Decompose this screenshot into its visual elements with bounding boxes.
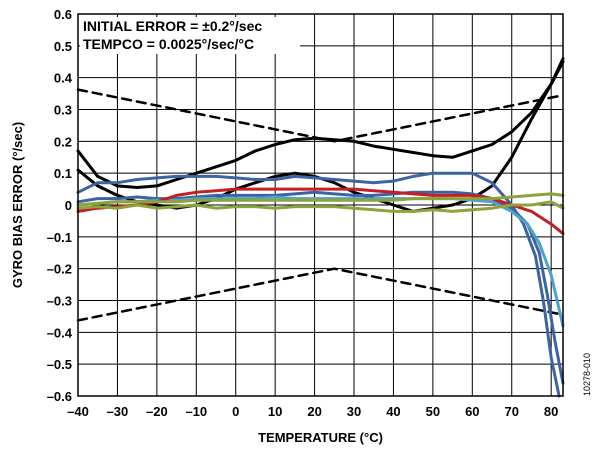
x-axis-title: TEMPERATURE (°C): [258, 430, 383, 445]
x-tick-label: 60: [465, 404, 479, 419]
x-tick-label: 70: [505, 404, 519, 419]
series-line-9: [76, 200, 565, 213]
x-tick-labels: –40 –30 –20 –10 0 10 20 30 40 50 60 70 80: [67, 404, 558, 419]
x-tick-label: 80: [544, 404, 558, 419]
series-line-7: [76, 187, 565, 236]
x-tick-label: 0: [232, 404, 239, 419]
x-tick-label: 20: [307, 404, 321, 419]
y-tick-label: –0.6: [47, 389, 72, 404]
plot-frame: [77, 13, 564, 397]
limit-line-1: [76, 267, 565, 322]
y-tick-label: –0.5: [47, 357, 72, 372]
series-line-6: [76, 195, 565, 328]
y-tick-label: 0.4: [54, 71, 73, 86]
y-tick-label: 0.1: [54, 166, 72, 181]
annotation-background: [80, 17, 300, 54]
series-layer: [76, 57, 565, 398]
y-tick-label: 0.6: [54, 7, 72, 22]
annotation-tempco: TEMPCO = 0.0025°/sec/°C: [83, 36, 254, 52]
y-tick-label: –0.3: [47, 294, 72, 309]
x-tick-label: –30: [107, 404, 129, 419]
y-tick-label: 0.3: [54, 103, 72, 118]
x-tick-label: –10: [185, 404, 207, 419]
y-tick-label: –0.4: [47, 325, 73, 340]
y-tick-label: –0.1: [47, 230, 72, 245]
x-tick-label: –40: [67, 404, 89, 419]
y-axis-title: GYRO BIAS ERROR (°/sec): [10, 122, 25, 288]
x-tick-label: 40: [386, 404, 400, 419]
x-tick-label: 10: [268, 404, 282, 419]
annotation-box: INITIAL ERROR = ±0.2°/sec TEMPCO = 0.002…: [80, 17, 300, 54]
limit-line-0: [76, 88, 565, 143]
y-tick-label: –0.2: [47, 262, 72, 277]
annotation-initial-error: INITIAL ERROR = ±0.2°/sec: [83, 18, 262, 34]
y-tick-label: 0.5: [54, 39, 72, 54]
y-tick-label: 0.2: [54, 134, 72, 149]
y-tick-labels: 0.6 0.5 0.4 0.3 0.2 0.1 0 –0.1 –0.2 –0.3 –0.4 –0.5 –…: [47, 7, 73, 404]
y-tick-label: 0: [65, 198, 72, 213]
series-line-8: [76, 192, 565, 207]
series-line-2: [76, 57, 565, 189]
figure-id: 10278-010: [582, 353, 592, 396]
series-line-5: [76, 190, 565, 385]
x-tick-label: 50: [426, 404, 440, 419]
x-tick-label: –20: [146, 404, 168, 419]
x-tick-label: 30: [347, 404, 361, 419]
